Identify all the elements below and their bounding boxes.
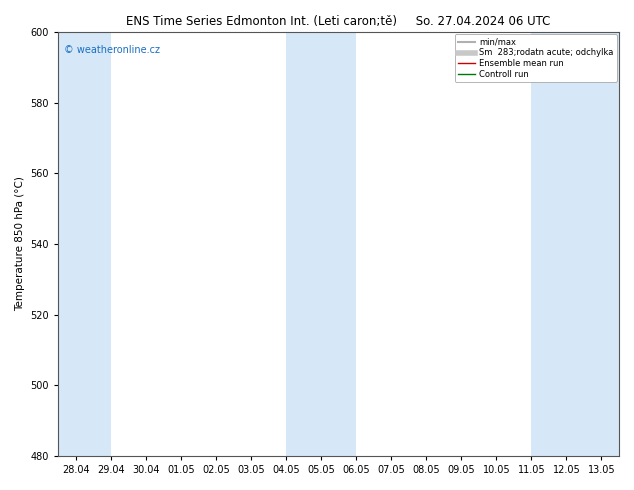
Bar: [531, 32, 619, 456]
Text: © weatheronline.cz: © weatheronline.cz: [64, 45, 160, 55]
Y-axis label: Temperature 850 hPa (°C): Temperature 850 hPa (°C): [15, 176, 25, 312]
Bar: [286, 32, 356, 456]
Legend: min/max, Sm  283;rodatn acute; odchylka, Ensemble mean run, Controll run: min/max, Sm 283;rodatn acute; odchylka, …: [455, 34, 616, 82]
Title: ENS Time Series Edmonton Int. (Leti caron;tě)     So. 27.04.2024 06 UTC: ENS Time Series Edmonton Int. (Leti caro…: [126, 15, 551, 28]
Bar: [58, 32, 111, 456]
